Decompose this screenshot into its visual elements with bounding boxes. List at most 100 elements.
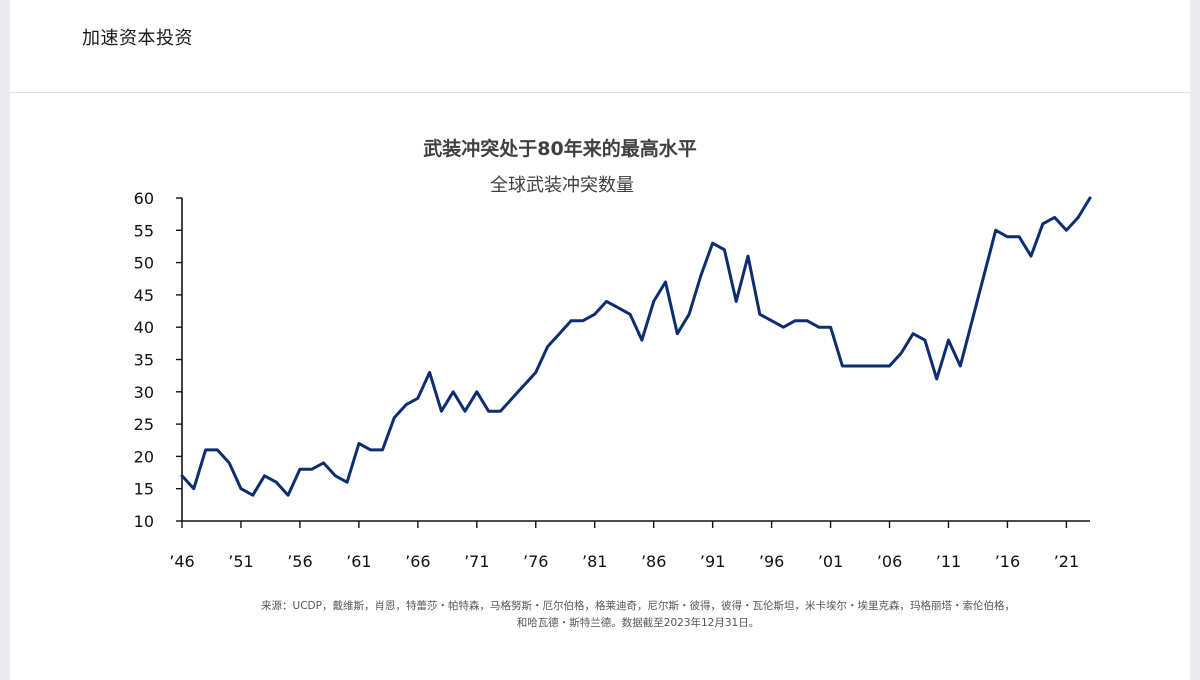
data-point: [429, 371, 431, 374]
data-point: [759, 313, 761, 315]
data-point: [299, 468, 301, 470]
data-point: [747, 255, 749, 257]
data-point: [617, 307, 619, 309]
data-point: [700, 274, 702, 277]
data-point: [841, 365, 843, 367]
data-point: [464, 410, 466, 412]
data-point: [440, 410, 443, 412]
x-tick-label: ’56: [287, 552, 312, 571]
x-tick-label: ’51: [228, 552, 253, 571]
x-tick-label: ’71: [464, 552, 489, 571]
data-point: [1006, 236, 1009, 238]
data-point: [523, 384, 525, 386]
x-tick-label: ’01: [818, 552, 843, 571]
data-point: [405, 404, 407, 406]
data-point: [983, 274, 985, 277]
data-point: [216, 449, 218, 451]
data-point: [829, 326, 832, 328]
y-axis: 10 15 20 25 30 35 40 45 50 55 60: [134, 189, 183, 531]
data-point: [1030, 255, 1032, 257]
data-point: [1077, 216, 1079, 218]
data-point: [877, 365, 879, 367]
data-point: [995, 229, 997, 231]
data-point: [1065, 229, 1068, 231]
data-point: [688, 313, 690, 315]
data-point: [193, 488, 195, 490]
data-point: [358, 442, 360, 445]
y-tick-label: 30: [134, 383, 154, 402]
y-tick-label: 15: [134, 480, 154, 499]
data-point: [287, 494, 289, 496]
data-point: [912, 333, 914, 335]
y-tick-label: 35: [134, 351, 154, 370]
x-tick-label: ’91: [700, 552, 725, 571]
y-tick-label: 55: [134, 221, 154, 240]
data-point: [936, 378, 938, 380]
data-point: [393, 417, 395, 419]
data-point: [653, 300, 655, 302]
data-point: [311, 468, 313, 470]
y-tick-label: 45: [134, 286, 154, 305]
data-point: [582, 320, 584, 322]
data-point: [629, 313, 631, 315]
data-point: [947, 339, 950, 341]
y-tick-label: 20: [134, 447, 154, 466]
data-point: [771, 320, 773, 322]
data-point: [818, 326, 820, 328]
data-point: [452, 391, 454, 393]
page-header: 加速资本投资: [10, 0, 1190, 93]
x-tick-label: ’16: [995, 552, 1020, 571]
data-point: [499, 410, 501, 412]
data-point: [381, 449, 384, 451]
data-point: [723, 249, 726, 251]
y-tick-label: 60: [134, 189, 154, 208]
y-tick-label: 10: [134, 512, 154, 531]
chart-title: 武装冲突处于80年来的最高水平: [423, 137, 696, 160]
x-tick-label: ’06: [877, 552, 902, 571]
data-point: [594, 313, 596, 315]
x-tick-label: ’66: [405, 552, 430, 571]
data-point: [334, 475, 336, 477]
data-point: [676, 333, 678, 335]
x-tick-label: ’86: [641, 552, 666, 571]
x-tick-label: ’61: [346, 552, 371, 571]
data-point: [181, 475, 183, 477]
data-point: [782, 326, 785, 328]
data-point: [535, 371, 537, 374]
data-point: [1089, 197, 1091, 199]
source-note-line-1: 来源：UCDP，戴维斯，肖恩，特蕾莎・帕特森，马格努斯・厄尔伯格，格莱迪奇，尼尔…: [261, 599, 1015, 612]
data-point: [346, 481, 348, 483]
data-point: [1018, 236, 1020, 238]
data-point: [865, 365, 867, 367]
data-point: [664, 281, 667, 283]
data-point: [263, 475, 266, 477]
source-note-line-2: 和哈瓦德・斯特兰德。数据截至2023年12月31日。: [517, 616, 759, 629]
data-point: [275, 481, 277, 483]
data-point: [900, 352, 902, 354]
data-point: [735, 300, 737, 302]
data-point: [959, 365, 961, 367]
data-point: [546, 345, 549, 348]
series-line: [180, 196, 1092, 497]
data-point: [794, 320, 796, 322]
page-title: 加速资本投资: [82, 28, 193, 49]
data-point: [570, 320, 572, 322]
x-tick-label: ’96: [759, 552, 784, 571]
data-point: [252, 494, 254, 496]
data-point: [888, 365, 891, 367]
data-point: [853, 365, 855, 367]
x-tick-label: ’81: [582, 552, 607, 571]
data-point: [511, 397, 513, 399]
data-point: [1054, 216, 1056, 218]
data-point: [370, 449, 372, 451]
x-tick-label: ’46: [169, 552, 194, 571]
data-point: [417, 397, 419, 399]
data-point: [806, 320, 808, 322]
content-card: 加速资本投资: [10, 0, 1190, 680]
data-point: [240, 488, 242, 490]
data-point: [605, 300, 608, 302]
x-tick-label: ’11: [936, 552, 961, 571]
data-point: [204, 449, 207, 451]
data-point: [322, 462, 325, 464]
